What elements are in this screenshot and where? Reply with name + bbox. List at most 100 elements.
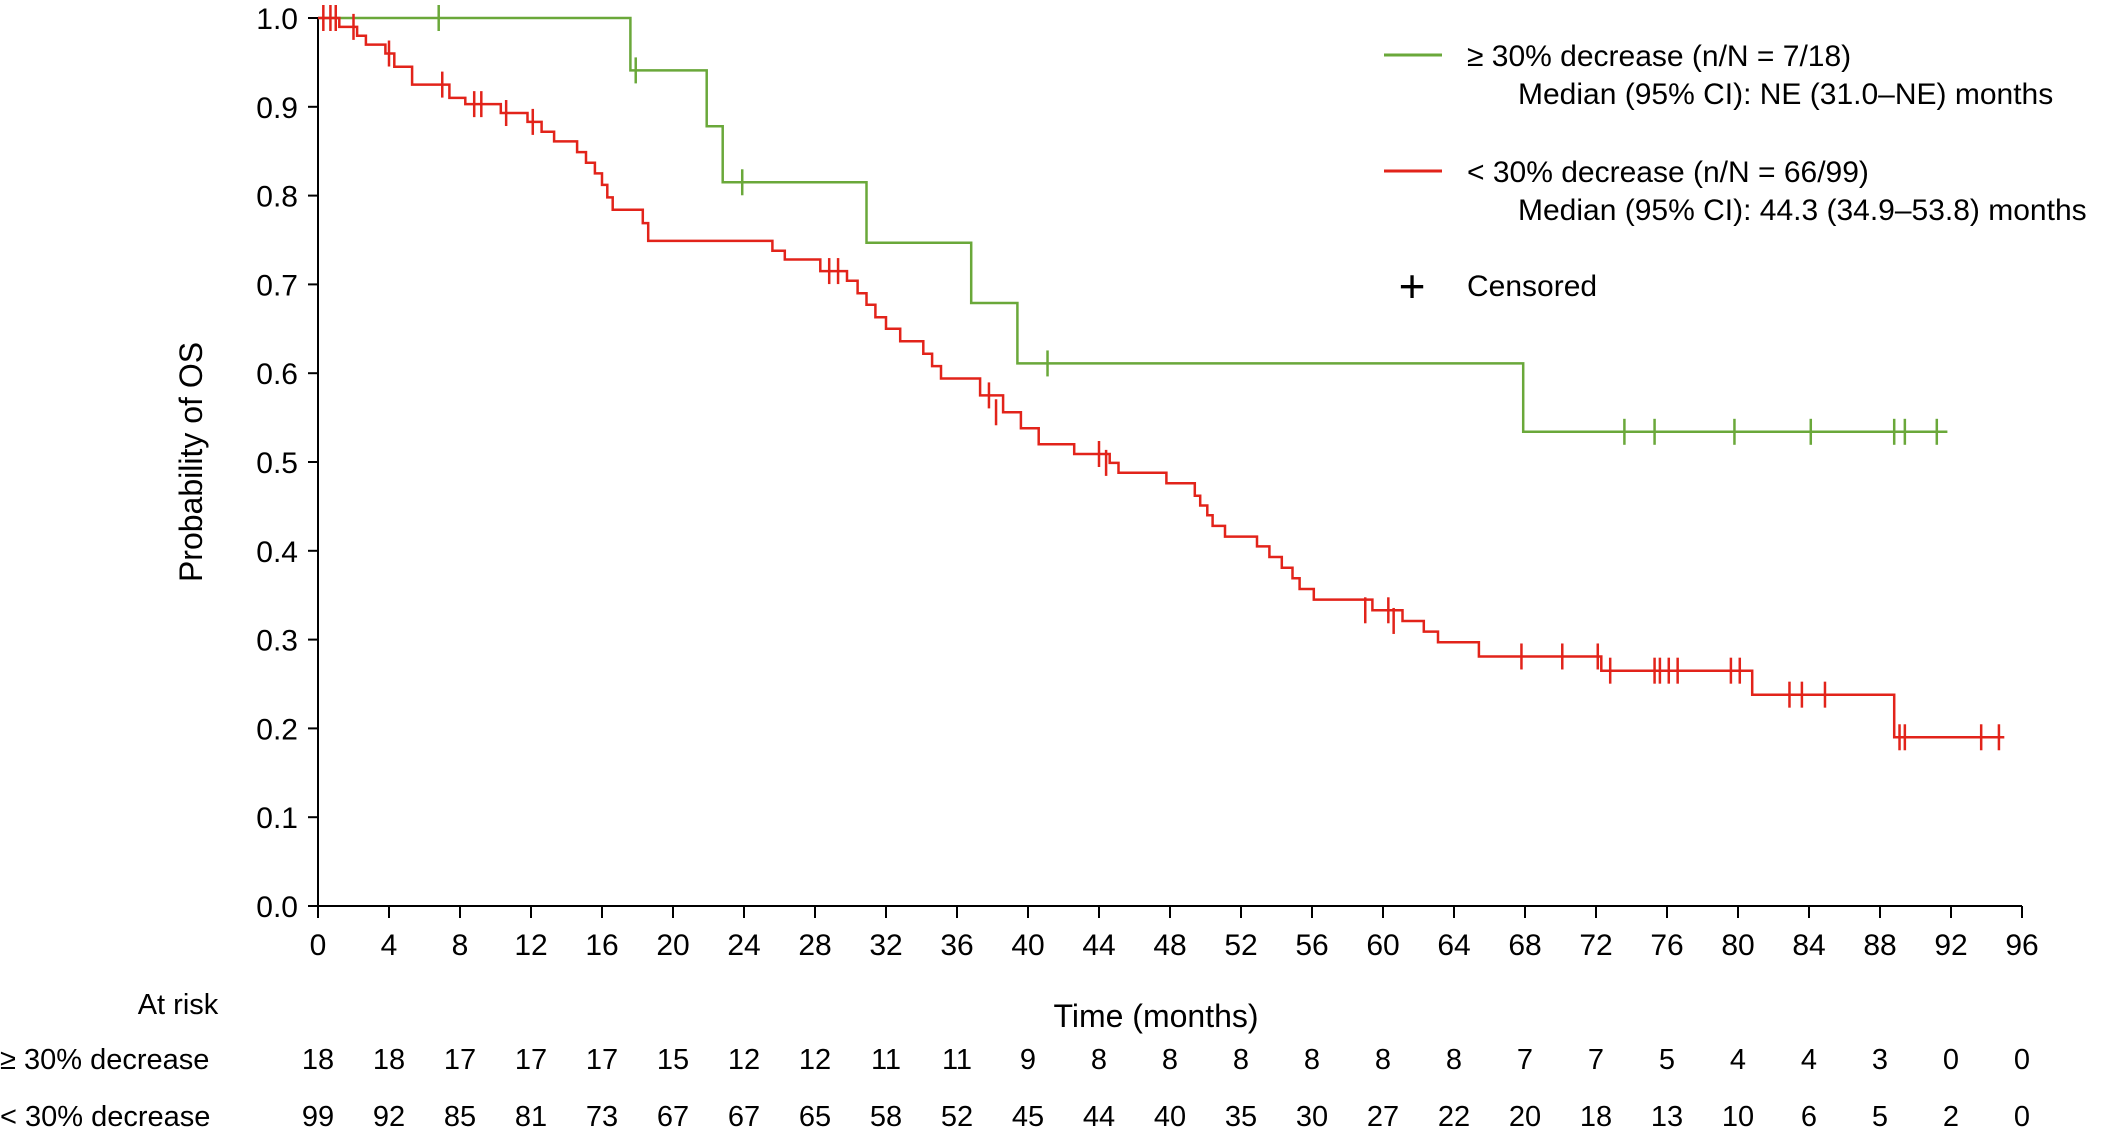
at-risk-value: 20	[1509, 1101, 1541, 1133]
at-risk-value: 18	[302, 1044, 334, 1076]
at-risk-value: 2	[1943, 1101, 1959, 1133]
y-tick-label: 0.9	[256, 92, 298, 125]
y-tick-label: 0.8	[256, 181, 298, 214]
at-risk-value: 11	[871, 1044, 901, 1076]
at-risk-value: 10	[1722, 1101, 1754, 1133]
at-risk-value: 18	[1580, 1101, 1612, 1133]
at-risk-value: 44	[1083, 1101, 1115, 1133]
x-tick-label: 72	[1579, 929, 1612, 962]
at-risk-value: 0	[2014, 1044, 2030, 1076]
y-axis-label: Probability of OS	[173, 342, 209, 582]
x-tick-label: 16	[585, 929, 618, 962]
y-tick-label: 0.4	[256, 536, 298, 569]
at-risk-value: 27	[1367, 1101, 1399, 1133]
x-tick-label: 76	[1650, 929, 1683, 962]
x-axis-label: Time (months)	[1053, 998, 1258, 1034]
at-risk-value: 22	[1438, 1101, 1470, 1133]
legend-censored-label: Censored	[1467, 270, 1597, 303]
y-tick-label: 0.6	[256, 358, 298, 391]
x-tick-label: 84	[1792, 929, 1825, 962]
y-tick-label: 0.2	[256, 713, 298, 746]
y-tick-label: 0.0	[256, 891, 298, 924]
at-risk-value: 45	[1012, 1101, 1044, 1133]
at-risk-value: 15	[657, 1044, 689, 1076]
x-tick-label: 28	[798, 929, 831, 962]
at-risk-value: 0	[1943, 1044, 1959, 1076]
at-risk-value: 58	[870, 1101, 902, 1133]
at-risk-value: 85	[444, 1101, 476, 1133]
x-tick-label: 20	[656, 929, 689, 962]
y-tick-label: 0.7	[256, 269, 298, 302]
at-risk-value: 9	[1020, 1044, 1036, 1076]
x-tick-label: 40	[1011, 929, 1044, 962]
at-risk-value: 67	[657, 1101, 689, 1133]
series-line-1	[318, 16, 1948, 434]
at-risk-value: 8	[1304, 1044, 1320, 1076]
legend-label-series-2: < 30% decrease (n/N = 66/99)	[1467, 156, 1869, 189]
x-tick-label: 60	[1366, 929, 1399, 962]
at-risk-value: 73	[586, 1101, 618, 1133]
at-risk-value: 5	[1659, 1044, 1675, 1076]
x-tick-label: 68	[1508, 929, 1541, 962]
at-risk-value: 65	[799, 1101, 831, 1133]
x-tick-label: 52	[1224, 929, 1257, 962]
at-risk-value: 7	[1588, 1044, 1604, 1076]
x-tick-label: 56	[1295, 929, 1328, 962]
x-tick-label: 64	[1437, 929, 1470, 962]
x-tick-label: 92	[1934, 929, 1967, 962]
legend-median-series-2: Median (95% CI): 44.3 (34.9–53.8) months	[1518, 194, 2087, 227]
at-risk-row-label-2: < 30% decrease	[0, 1101, 210, 1133]
x-tick-label: 80	[1721, 929, 1754, 962]
at-risk-value: 18	[373, 1044, 405, 1076]
survival-curves	[318, 5, 2005, 751]
at-risk-value: 11	[942, 1044, 972, 1076]
at-risk-value: 67	[728, 1101, 760, 1133]
at-risk-value: 8	[1446, 1044, 1462, 1076]
x-tick-label: 8	[452, 929, 469, 962]
at-risk-value: 52	[941, 1101, 973, 1133]
at-risk-title: At risk	[138, 989, 219, 1021]
at-risk-value: 35	[1225, 1101, 1257, 1133]
x-tick-label: 48	[1153, 929, 1186, 962]
y-tick-label: 0.3	[256, 625, 298, 658]
y-tick-label: 0.1	[256, 802, 298, 835]
at-risk-value: 99	[302, 1101, 334, 1133]
legend-median-series-1: Median (95% CI): NE (31.0–NE) months	[1518, 78, 2053, 111]
x-ticks: 0 4 8 12 16 20 24 28 32 36 40 44 48 52 56 60 64 68 72 76 80 8…	[310, 906, 2039, 962]
at-risk-value: 92	[373, 1101, 405, 1133]
at-risk-values: 18 18 17 17 17 15 12 12 11 11 9 8 8 8 8 8 8 7 7 5 4 4 3 0 099 92 8…	[302, 1044, 2030, 1133]
at-risk-value: 6	[1801, 1101, 1817, 1133]
legend: ≥ 30% decrease (n/N = 7/18) Median (95% …	[1384, 40, 2087, 312]
at-risk-value: 13	[1651, 1101, 1683, 1133]
at-risk-table: At risk ≥ 30% decrease < 30% decrease 18…	[0, 989, 2030, 1133]
at-risk-value: 12	[799, 1044, 831, 1076]
y-tick-label: 1.0	[256, 3, 298, 36]
at-risk-value: 17	[515, 1044, 547, 1076]
x-tick-label: 32	[869, 929, 902, 962]
at-risk-value: 4	[1730, 1044, 1746, 1076]
x-tick-label: 24	[727, 929, 760, 962]
at-risk-value: 5	[1872, 1101, 1888, 1133]
x-tick-label: 0	[310, 929, 327, 962]
at-risk-value: 7	[1517, 1044, 1533, 1076]
at-risk-value: 8	[1162, 1044, 1178, 1076]
at-risk-value: 8	[1375, 1044, 1391, 1076]
at-risk-value: 8	[1091, 1044, 1107, 1076]
at-risk-value: 3	[1872, 1044, 1888, 1076]
legend-label-series-1: ≥ 30% decrease (n/N = 7/18)	[1467, 40, 1851, 73]
y-ticks: 0.0 0.1 0.2 0.3 0.4 0.5 0.6 0.7 0.8 0.9 1.0	[256, 3, 318, 924]
at-risk-value: 81	[515, 1101, 547, 1133]
x-tick-label: 12	[514, 929, 547, 962]
legend-censored-symbol: +	[1399, 260, 1426, 312]
x-tick-label: 44	[1082, 929, 1115, 962]
at-risk-value: 0	[2014, 1101, 2030, 1133]
at-risk-value: 12	[728, 1044, 760, 1076]
at-risk-value: 17	[444, 1044, 476, 1076]
y-tick-label: 0.5	[256, 447, 298, 480]
axes	[317, 18, 2022, 907]
at-risk-value: 40	[1154, 1101, 1186, 1133]
at-risk-value: 4	[1801, 1044, 1817, 1076]
series-line-2	[318, 16, 2005, 739]
x-tick-label: 96	[2005, 929, 2038, 962]
